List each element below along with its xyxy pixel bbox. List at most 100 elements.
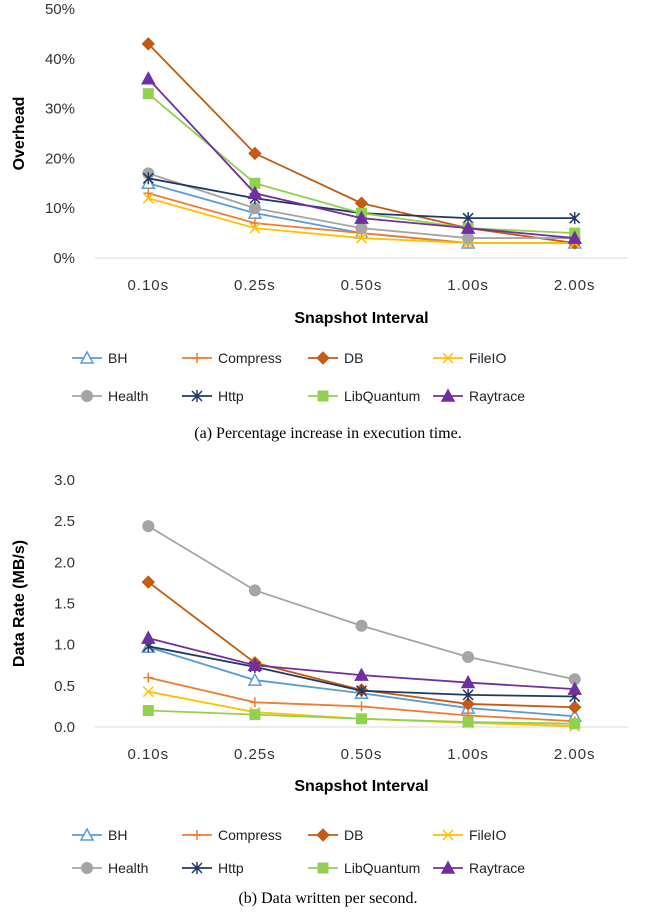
- data-point: [248, 202, 261, 215]
- legend-item-compress: Compress: [182, 827, 282, 843]
- data-point: [249, 709, 261, 721]
- legend-marker: [316, 828, 330, 842]
- legend-marker: [442, 352, 454, 364]
- legend-label: LibQuantum: [344, 388, 420, 404]
- x-tick-label: 1.00s: [447, 277, 489, 294]
- y-tick-label: 10%: [45, 200, 75, 217]
- legend: BH Compress DB FileIO Health Http LibQuantum Ra…: [72, 350, 525, 404]
- x-tick-label: 0.25s: [234, 277, 276, 294]
- legend-label: Compress: [218, 350, 282, 366]
- legend: BH Compress DB FileIO Health Http LibQuantum Ra…: [72, 827, 525, 876]
- legend-marker: [440, 860, 456, 874]
- data-point: [247, 657, 263, 671]
- x-tick-label: 2.00s: [554, 746, 596, 763]
- x-axis-title: Snapshot Interval: [294, 310, 428, 327]
- y-tick-label: 1.0: [54, 637, 75, 654]
- y-axis-title: Overhead: [11, 97, 28, 171]
- legend-label: BH: [108, 827, 127, 843]
- data-point: [143, 672, 154, 683]
- legend-label: DB: [344, 350, 363, 366]
- data-point: [249, 218, 260, 229]
- x-tick-label: 1.00s: [447, 746, 489, 763]
- legend-item-db: DB: [308, 827, 363, 843]
- legend-marker: [316, 351, 330, 365]
- series-raytrace: [141, 630, 582, 695]
- data-point: [142, 686, 154, 698]
- legend-marker: [317, 390, 329, 402]
- legend-marker: [192, 353, 202, 363]
- data-point: [141, 575, 156, 589]
- data-point: [462, 716, 474, 728]
- legend-item-bh: BH: [72, 350, 127, 366]
- data-point: [356, 701, 367, 712]
- y-tick-label: 30%: [45, 101, 75, 118]
- y-tick-label: 50%: [45, 1, 75, 18]
- data-point: [567, 230, 582, 244]
- legend-label: Raytrace: [469, 860, 525, 876]
- figure-caption: (b) Data written per second.: [238, 890, 417, 907]
- legend-label: Health: [108, 860, 148, 876]
- legend-item-raytrace: Raytrace: [433, 860, 525, 876]
- data-point: [142, 88, 154, 100]
- data-point: [355, 684, 368, 697]
- data-point: [461, 697, 475, 711]
- series-line: [147, 525, 575, 681]
- legend-label: BH: [108, 350, 127, 366]
- series-http: [142, 640, 581, 703]
- data-point: [462, 651, 475, 664]
- y-tick-label: 2.0: [54, 554, 75, 571]
- x-tick-label: 2.00s: [554, 277, 596, 294]
- data-point: [248, 146, 262, 161]
- data-point: [462, 688, 474, 701]
- legend-label: FileIO: [469, 827, 506, 843]
- legend-marker: [81, 390, 93, 402]
- legend-marker: [79, 827, 95, 841]
- data-point: [356, 713, 367, 725]
- y-tick-label: 3.0: [54, 472, 75, 489]
- y-tick-label: 0.0: [54, 719, 75, 736]
- legend-label: LibQuantum: [344, 860, 420, 876]
- data-point: [460, 674, 476, 689]
- data-point: [142, 172, 154, 185]
- series-libquantum: [142, 705, 581, 730]
- x-tick-label: 0.10s: [127, 746, 169, 763]
- legend-label: Http: [218, 860, 244, 876]
- legend-item-http: Http: [182, 860, 244, 876]
- y-tick-label: 40%: [45, 51, 75, 68]
- data-point: [355, 222, 368, 235]
- data-point: [355, 619, 368, 632]
- figure-a: 0% 10% 20% 30% 40% 50% 0.10s 0.25s 0.50s 1.00s 2.0…: [0, 0, 657, 457]
- data-point: [355, 232, 368, 244]
- data-point: [142, 705, 154, 717]
- x-tick-label: 0.50s: [341, 746, 383, 763]
- figure-caption: (a) Percentage increase in execution tim…: [194, 425, 461, 442]
- y-tick-label: 2.5: [54, 513, 75, 530]
- data-point: [249, 222, 261, 234]
- legend-label: Health: [108, 388, 148, 404]
- legend-marker: [440, 388, 456, 402]
- data-point: [249, 697, 260, 708]
- y-tick-label: 1.5: [54, 596, 75, 613]
- legend-item-fileio: FileIO: [433, 350, 506, 366]
- legend-item-http: Http: [182, 388, 244, 404]
- x-axis-title: Snapshot Interval: [294, 778, 428, 795]
- x-tick-label: 0.50s: [341, 277, 383, 294]
- series-health: [142, 520, 581, 686]
- data-point: [569, 212, 581, 225]
- legend-label: Compress: [218, 827, 282, 843]
- data-point: [141, 630, 156, 644]
- legend-item-health: Health: [72, 388, 148, 404]
- legend-item-libquantum: LibQuantum: [308, 388, 420, 404]
- data-point: [462, 232, 475, 245]
- data-point: [567, 681, 582, 695]
- y-axis-title: Data Rate (MB/s): [11, 540, 28, 667]
- data-point: [248, 584, 261, 597]
- data-point: [142, 192, 154, 204]
- data-rate-chart: 0.0 0.5 1.0 1.5 2.0 2.5 3.0 0.10s 0.25s 0.50s 1.00…: [11, 472, 628, 907]
- y-tick-label: 0.5: [54, 678, 75, 695]
- data-point: [247, 672, 263, 686]
- legend-item-db: DB: [308, 350, 363, 366]
- legend-marker: [191, 390, 203, 402]
- data-point: [141, 71, 156, 85]
- overhead-chart: 0% 10% 20% 30% 40% 50% 0.10s 0.25s 0.50s 1.00s 2.0…: [11, 1, 628, 442]
